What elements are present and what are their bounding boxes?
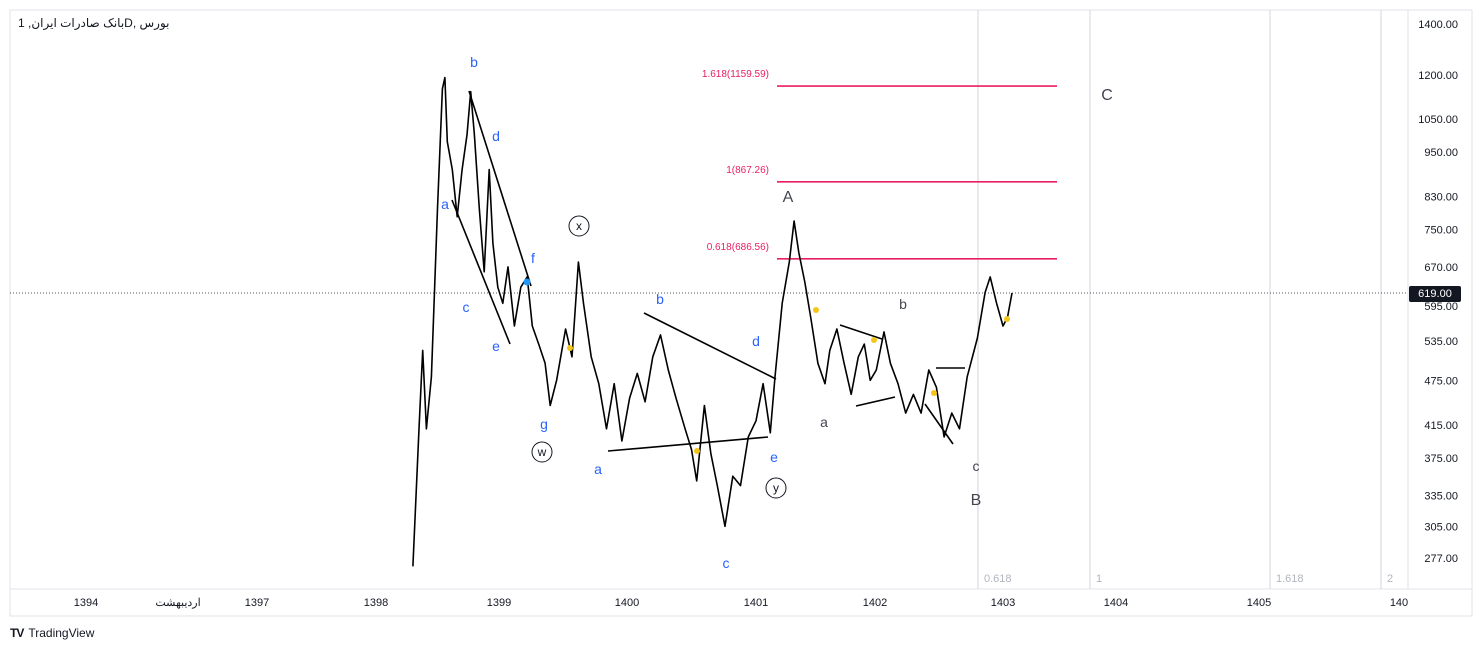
- circled-wave-label: x: [576, 219, 582, 233]
- y-tick-label: 277.00: [1424, 553, 1458, 565]
- yellow-marker: [871, 337, 877, 343]
- y-tick-label: 670.00: [1424, 262, 1458, 274]
- x-tick-label: 1394: [74, 597, 98, 609]
- tradingview-logo-icon: TV: [10, 626, 24, 640]
- time-fib-label: 1: [1096, 573, 1102, 585]
- x-tick-label: 1397: [245, 597, 269, 609]
- circled-wave-label: w: [537, 445, 547, 459]
- fib-level-label: 0.618(686.56): [707, 242, 769, 253]
- x-tick-label: 1402: [863, 597, 887, 609]
- brand-label: TradingView: [28, 626, 95, 640]
- y-tick-label: 535.00: [1424, 336, 1458, 348]
- wave-label-blue: d: [752, 333, 760, 349]
- x-tick-label: 1404: [1104, 597, 1128, 609]
- yellow-marker: [694, 448, 700, 454]
- last-price-tag: 619.00: [1409, 286, 1461, 302]
- time-fib-label: 2: [1387, 573, 1393, 585]
- x-axis: 1394 اردیبهشت 1397 1398 1399 1400 1401 1402 1403…: [74, 597, 1408, 609]
- chart-title: بورس ,Dبانک صادرات ایران, 1: [18, 16, 170, 30]
- fib-level-label: 1.618(1159.59): [702, 69, 769, 80]
- trendline: [607, 436, 769, 452]
- grid-layer: 0.618 1 1.618 2: [9, 9, 1473, 617]
- y-tick-label: 750.00: [1424, 225, 1458, 237]
- chart-frame: [9, 9, 1473, 617]
- wave-label-blue: b: [656, 291, 664, 307]
- wave-label-blue: a: [441, 196, 449, 212]
- wave-labels-layer: b d a f c e g b d a e c x w y A C Bb a c: [441, 54, 1113, 571]
- x-tick-label: 1401: [744, 597, 768, 609]
- yellow-marker: [931, 390, 937, 396]
- price-line: [412, 76, 1013, 567]
- wave-label-major: C: [1101, 87, 1113, 104]
- y-tick-label: 1050.00: [1418, 114, 1458, 126]
- x-tick-label: 1399: [487, 597, 511, 609]
- x-tick-label: 1405: [1247, 597, 1271, 609]
- y-tick-label: 375.00: [1424, 453, 1458, 465]
- wave-label-major: A: [783, 189, 794, 206]
- y-tick-label: 415.00: [1424, 420, 1458, 432]
- trendline: [643, 312, 777, 380]
- wave-label-blue: g: [540, 416, 548, 432]
- yellow-marker: [813, 307, 819, 313]
- y-axis: 1400.00 1200.00 1050.00 950.00 830.00 750.00 6…: [1418, 19, 1458, 565]
- wave-label-blue: d: [492, 128, 500, 144]
- tradingview-brand[interactable]: TV TradingView: [10, 626, 94, 640]
- time-fib-label: 0.618: [984, 573, 1012, 585]
- wave-label-gray: b: [899, 296, 907, 312]
- wave-label-blue: a: [594, 461, 602, 477]
- trendline: [468, 90, 532, 287]
- wave-label-blue: f: [531, 250, 535, 266]
- fib-levels-layer: 1.618(1159.59) 1(867.26) 0.618(686.56): [702, 69, 1057, 260]
- time-fib-label: 1.618: [1276, 573, 1304, 585]
- wave-label-blue: c: [463, 299, 470, 315]
- wave-label-blue: c: [723, 555, 730, 571]
- y-tick-label: 830.00: [1424, 191, 1458, 203]
- x-tick-label: 1398: [364, 597, 388, 609]
- trendline: [855, 396, 896, 407]
- circled-wave-marker: [765, 477, 787, 499]
- circled-wave-marker: [531, 441, 553, 463]
- fib-level-label: 1(867.26): [726, 165, 769, 176]
- trendlines-layer: [451, 90, 965, 452]
- x-tick-label: 140: [1390, 597, 1408, 609]
- y-tick-label: 335.00: [1424, 490, 1458, 502]
- x-tick-label: اردیبهشت: [155, 597, 200, 609]
- y-tick-label: 595.00: [1424, 301, 1458, 313]
- trendline: [924, 403, 954, 445]
- y-tick-label: 305.00: [1424, 521, 1458, 533]
- circled-wave-marker: [568, 215, 590, 237]
- wave-label-blue: e: [770, 449, 778, 465]
- y-tick-label: 1400.00: [1418, 19, 1458, 31]
- markers-layer: [523, 278, 1010, 454]
- trendline: [839, 324, 883, 340]
- wave-label-gray: c: [973, 458, 980, 474]
- yellow-marker: [1004, 316, 1010, 322]
- wave-label-gray: a: [820, 414, 828, 430]
- x-tick-label: 1403: [991, 597, 1015, 609]
- wave-label-blue: b: [470, 54, 478, 70]
- blue-marker: [523, 278, 531, 286]
- trendline: [451, 199, 511, 345]
- wave-label-blue: e: [492, 338, 500, 354]
- y-tick-label: 950.00: [1424, 147, 1458, 159]
- circled-wave-label: y: [773, 481, 779, 495]
- wave-label-major: B: [971, 492, 982, 509]
- y-tick-label: 1200.00: [1418, 70, 1458, 82]
- y-tick-label: 475.00: [1424, 375, 1458, 387]
- x-tick-label: 1400: [615, 597, 639, 609]
- yellow-marker: [567, 345, 573, 351]
